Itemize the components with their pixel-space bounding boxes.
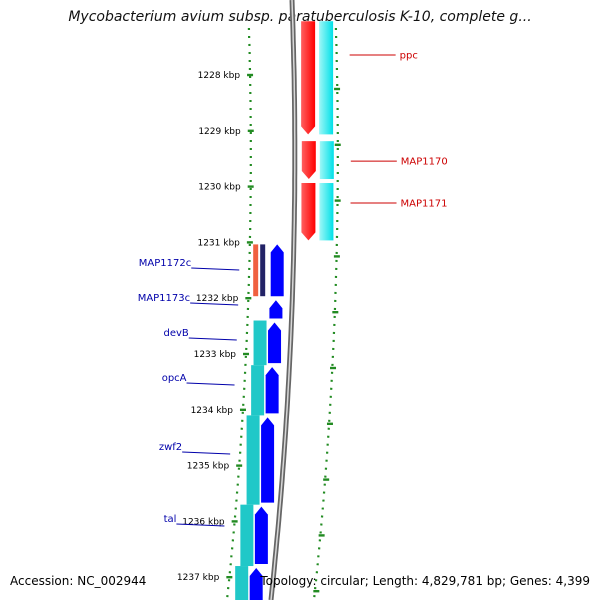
reverse-gene-label: opcA — [162, 373, 187, 384]
feature-tracks — [235, 21, 334, 600]
forward-feature-block — [319, 21, 334, 135]
backbone — [268, 0, 298, 600]
reverse-feature-block — [246, 415, 260, 505]
gene-labels: ppc MAP1170 MAP1171 MAP1172c MAP1173c devB opc… — [138, 51, 448, 527]
reverse-cds-arrow — [270, 244, 284, 297]
backbone-strand — [268, 0, 298, 600]
ruler-ticks: 1228 kbp 1229 kbp 1230 kbp 1231 kbp 1232 kbp… — [177, 71, 341, 593]
reverse-feature-block — [240, 504, 254, 567]
reverse-gene-label: MAP1172c — [139, 258, 191, 269]
ruler-tick-label: 1232 kbp — [196, 294, 239, 304]
reverse-label-leader — [191, 267, 240, 271]
ruler-tick-label: 1233 kbp — [194, 350, 237, 360]
forward-gene-label: MAP1171 — [401, 199, 448, 210]
forward-cds-arrow — [301, 141, 316, 180]
reverse-label-leader — [190, 302, 239, 306]
reverse-gene-label: MAP1173c — [138, 293, 190, 304]
map-title: Mycobacterium avium subsp. paratuberculo… — [68, 9, 532, 25]
cds-tracks — [249, 21, 316, 600]
reverse-label-leader — [188, 337, 237, 341]
reverse-cds-arrow — [269, 300, 283, 319]
reverse-label-leader — [176, 523, 225, 527]
misc-feature-block — [253, 244, 259, 297]
reverse-feature-block — [235, 566, 249, 600]
ruler-tick-label: 1236 kbp — [182, 517, 225, 527]
forward-gene-label: ppc — [400, 51, 418, 62]
misc-feature-block — [260, 244, 266, 297]
ruler-tick-label: 1230 kbp — [198, 183, 241, 193]
reverse-label-leader — [186, 382, 235, 386]
forward-cds-arrow — [301, 183, 316, 241]
ruler-tick-label: 1237 kbp — [177, 573, 220, 583]
reverse-feature-block — [253, 320, 267, 366]
ruler-tick-label: 1235 kbp — [187, 462, 230, 472]
forward-feature-block — [319, 141, 334, 180]
forward-cds-arrow — [301, 21, 316, 135]
reverse-gene-label: tal — [164, 514, 177, 525]
reverse-cds-arrow — [249, 568, 263, 600]
backbone-highlight — [270, 0, 296, 600]
accession-label: Accession: NC_002944 — [10, 574, 147, 588]
ruler-tick-label: 1228 kbp — [198, 71, 241, 81]
ruler-tick-label: 1234 kbp — [191, 406, 234, 416]
reverse-gene-label: devB — [163, 328, 188, 339]
ruler-tick-label: 1229 kbp — [198, 127, 241, 137]
reverse-cds-arrow — [254, 506, 268, 565]
topology-summary: Topology: circular; Length: 4,829,781 bp… — [260, 574, 590, 588]
reverse-label-leader — [182, 451, 231, 455]
reverse-cds-arrow — [261, 417, 275, 503]
reverse-gene-label: zwf2 — [159, 442, 182, 453]
reverse-cds-arrow — [268, 322, 282, 364]
forward-feature-block — [319, 183, 334, 241]
reverse-cds-arrow — [265, 367, 279, 414]
reverse-feature-block — [251, 365, 265, 416]
ruler-tick-label: 1231 kbp — [197, 238, 240, 248]
forward-gene-label: MAP1170 — [401, 157, 448, 168]
